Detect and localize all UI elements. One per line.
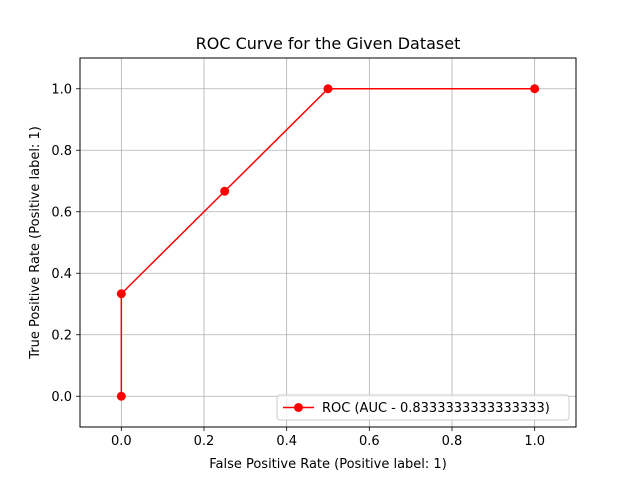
x-tick-label: 1.0: [524, 434, 545, 449]
y-axis-label: True Positive Rate (Positive label: 1): [28, 126, 43, 360]
y-tick-label: 1.0: [51, 82, 72, 97]
series-layer: [116, 84, 540, 401]
legend-marker-sample: [294, 403, 303, 412]
legend: ROC (AUC - 0.8333333333333333): [276, 394, 570, 421]
x-tick-label: 0.6: [359, 434, 380, 449]
x-axis-label: False Positive Rate (Positive label: 1): [209, 457, 447, 472]
roc-data-point: [116, 391, 126, 401]
plot-frame: [79, 57, 577, 428]
chart-title: ROC Curve for the Given Dataset: [196, 34, 461, 53]
x-tick-label: 0.8: [442, 434, 463, 449]
x-tick-label: 0.0: [111, 434, 132, 449]
y-tick-label: 0.2: [51, 328, 72, 343]
y-tick-label: 0.6: [51, 205, 72, 220]
x-tick-label: 0.4: [276, 434, 297, 449]
x-tick-label: 0.2: [194, 434, 215, 449]
ticks: 0.0 0.2 0.4 0.6 0.8 1.0 0.0 0.2 0.4 0.6 0.8 1.0: [51, 82, 545, 449]
roc-data-point: [220, 186, 230, 196]
roc-data-point: [116, 289, 126, 299]
legend-label: ROC (AUC - 0.8333333333333333): [322, 401, 550, 416]
legend-box: [276, 394, 570, 421]
grid: [80, 58, 576, 427]
roc-data-point: [323, 84, 333, 94]
y-tick-label: 0.0: [51, 390, 72, 405]
y-tick-label: 0.4: [51, 267, 72, 282]
y-tick-label: 0.8: [51, 144, 72, 159]
roc-data-point: [530, 84, 540, 94]
